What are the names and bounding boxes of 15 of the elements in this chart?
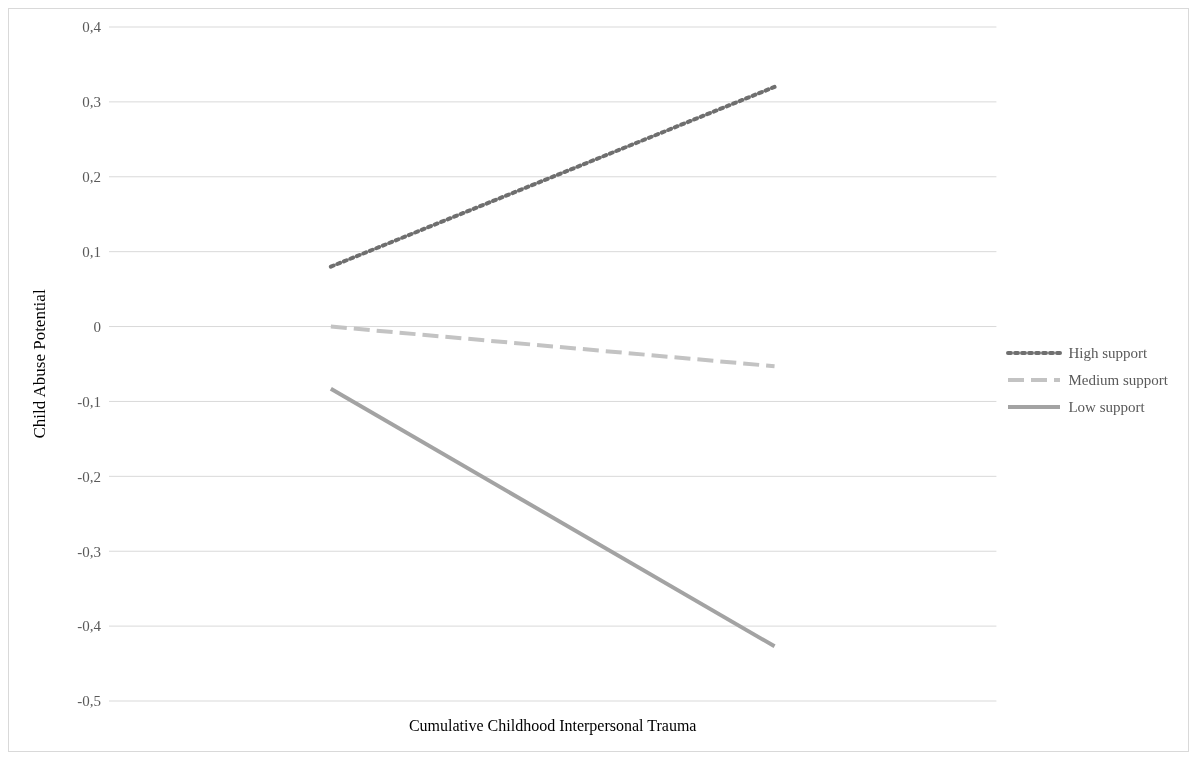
y-tick-label: 0,1 [82, 243, 101, 260]
y-tick-label: -0,1 [77, 393, 101, 410]
legend-label: Medium support [1068, 371, 1168, 389]
y-tick-label: 0,2 [82, 169, 101, 186]
legend-label: High support [1068, 344, 1148, 362]
y-tick-label: -0,3 [77, 543, 101, 560]
legend-label: Low support [1068, 398, 1145, 416]
y-tick-label: -0,4 [77, 618, 102, 635]
y-tick-label: -0,5 [77, 693, 101, 710]
x-axis-title: Cumulative Childhood Interpersonal Trauma [408, 717, 697, 735]
y-tick-label: 0,3 [82, 94, 101, 111]
y-axis-title: Child Abuse Potential [30, 289, 50, 439]
y-tick-label: 0,4 [82, 19, 102, 36]
y-tick-label: 0 [93, 318, 101, 335]
y-tick-label: -0,2 [77, 468, 101, 485]
